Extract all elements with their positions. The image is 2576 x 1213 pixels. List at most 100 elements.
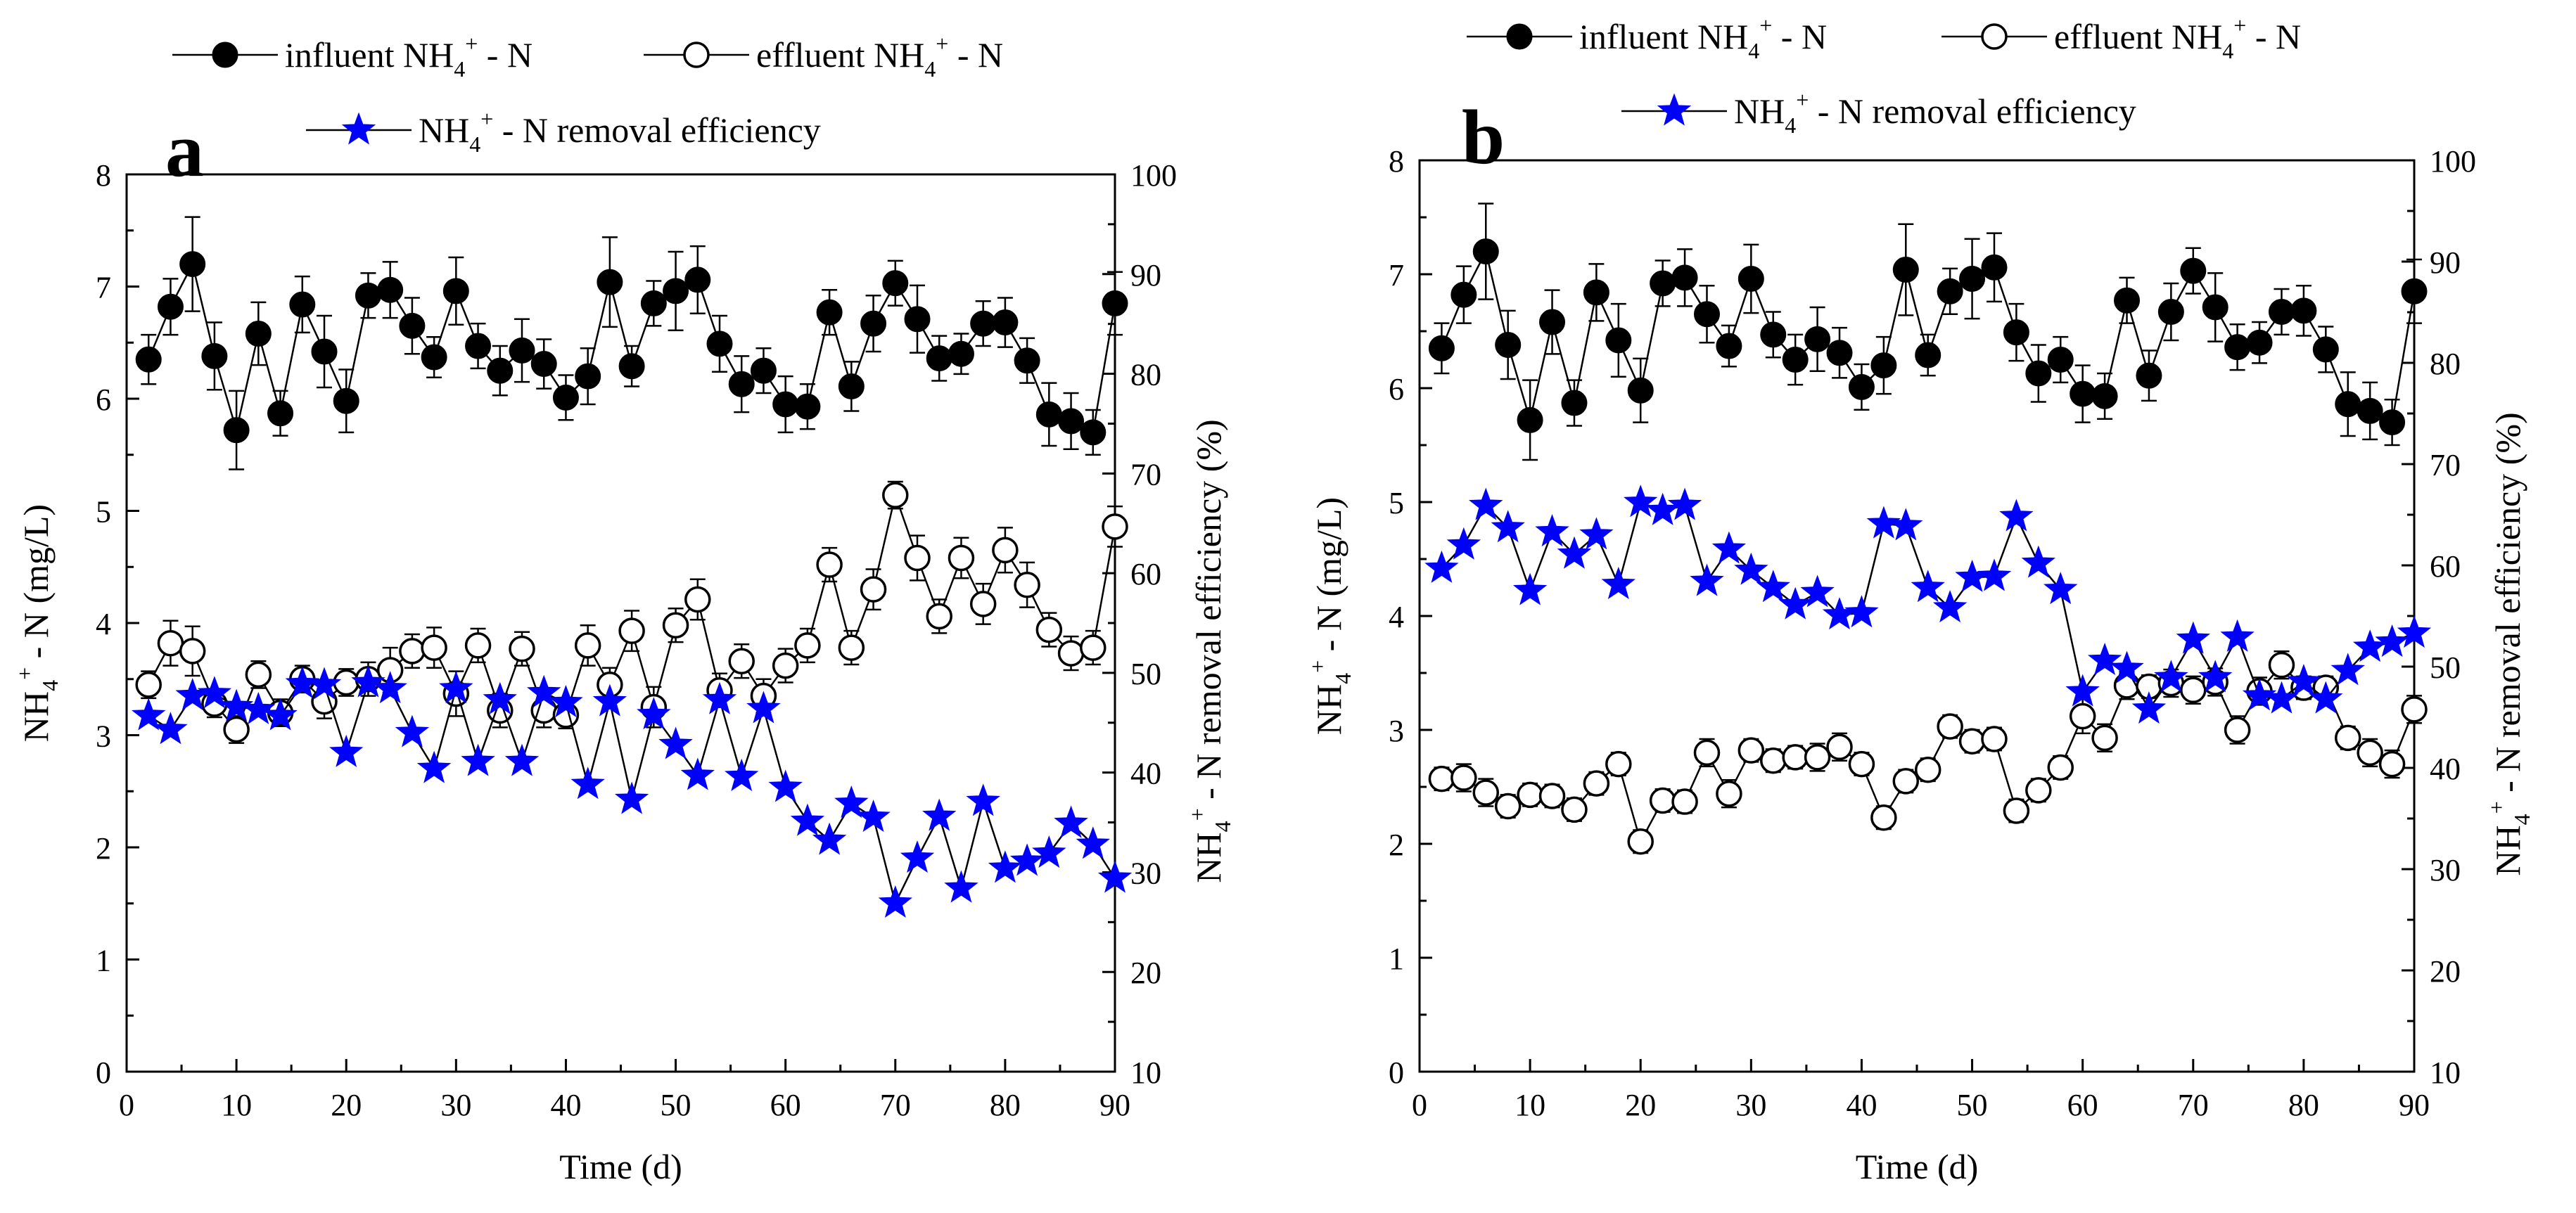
data-point bbox=[549, 684, 583, 717]
data-point bbox=[2379, 409, 2406, 436]
data-point bbox=[1892, 768, 1920, 795]
data-point bbox=[351, 665, 385, 698]
y-right-tick-label: 30 bbox=[1130, 856, 1161, 890]
series-open-circle bbox=[1428, 650, 2428, 855]
data-point bbox=[922, 798, 957, 831]
y-right-tick-label: 70 bbox=[2430, 448, 2461, 482]
data-point bbox=[1826, 733, 1853, 761]
data-point bbox=[2224, 334, 2251, 361]
data-point bbox=[1892, 257, 1919, 283]
data-point bbox=[399, 638, 426, 665]
data-point bbox=[377, 276, 404, 303]
y-left-tick-label: 3 bbox=[96, 719, 111, 754]
data-point bbox=[1014, 347, 1040, 374]
y-right-tick-label: 100 bbox=[1130, 158, 1177, 193]
data-point bbox=[772, 391, 799, 418]
y-right-tick-label: 60 bbox=[1130, 557, 1161, 591]
data-point bbox=[2330, 653, 2365, 686]
series-star bbox=[1424, 484, 2432, 724]
series-open-circle bbox=[135, 480, 1128, 744]
x-tick-label: 60 bbox=[2067, 1088, 2098, 1122]
data-point bbox=[1981, 726, 2008, 752]
data-point bbox=[1450, 281, 1477, 308]
data-point bbox=[241, 691, 276, 724]
data-point bbox=[790, 803, 825, 836]
panel-a: 0 10 20 30 40 50 60 70 80 90 0 1 2 3 4 5 6 7 8 10 20 30 40 50 60… bbox=[12, 31, 1235, 1186]
data-point bbox=[197, 676, 232, 709]
x-tick-label: 80 bbox=[2288, 1088, 2319, 1122]
data-point bbox=[1494, 792, 1522, 820]
data-point bbox=[1058, 408, 1085, 435]
data-point bbox=[856, 800, 891, 833]
data-point bbox=[179, 638, 206, 665]
legend-label-effluent: effluent NH4+ - N bbox=[756, 31, 1003, 82]
data-point bbox=[201, 342, 228, 369]
y-left-axis-title: NH4+ - N (mg/L) bbox=[12, 504, 63, 742]
data-point bbox=[2334, 724, 2361, 752]
data-point bbox=[1690, 563, 1724, 596]
data-point bbox=[2110, 650, 2144, 683]
data-point bbox=[1583, 279, 1609, 306]
x-tick-label: 30 bbox=[440, 1088, 471, 1122]
data-point bbox=[1014, 572, 1040, 598]
y-right-tick-label: 40 bbox=[2430, 752, 2461, 786]
y-left-tick-label: 4 bbox=[1389, 600, 1404, 634]
data-point bbox=[970, 310, 997, 337]
data-point bbox=[1428, 335, 1455, 361]
data-point bbox=[944, 870, 978, 903]
y-right-tick-label: 10 bbox=[1130, 1055, 1161, 1090]
data-point bbox=[1517, 781, 1543, 809]
data-point bbox=[2047, 347, 2074, 373]
data-point bbox=[1097, 860, 1133, 893]
data-point bbox=[530, 351, 557, 378]
y-right-axis-title: NH4+ - N removal efficiency (%) bbox=[2484, 412, 2534, 875]
data-point bbox=[1605, 327, 1632, 354]
data-point bbox=[2003, 319, 2029, 346]
data-point bbox=[1716, 780, 1742, 807]
legend-marker-effluent bbox=[1981, 23, 2008, 50]
data-point bbox=[483, 681, 517, 714]
data-point bbox=[1959, 265, 1986, 292]
data-point bbox=[2268, 298, 2295, 325]
data-point bbox=[153, 712, 188, 745]
data-point bbox=[1737, 265, 1764, 292]
data-point bbox=[245, 320, 272, 347]
data-point bbox=[988, 850, 1023, 883]
y-right-tick-label: 20 bbox=[2430, 954, 2461, 989]
data-point bbox=[614, 781, 649, 814]
y-left-tick-label: 7 bbox=[1389, 258, 1404, 293]
data-point bbox=[395, 714, 430, 747]
y-left-tick-label: 2 bbox=[1389, 828, 1404, 862]
data-point bbox=[2401, 696, 2428, 723]
y-left-tick-label: 2 bbox=[96, 831, 111, 866]
data-point bbox=[267, 400, 294, 427]
data-point bbox=[1848, 373, 1875, 400]
data-point bbox=[1737, 737, 1765, 764]
data-point bbox=[1080, 634, 1107, 661]
data-point bbox=[882, 482, 909, 508]
data-point bbox=[1915, 342, 1941, 368]
legend-marker-influent bbox=[1506, 23, 1533, 50]
data-point bbox=[461, 743, 495, 776]
data-point bbox=[1870, 352, 1897, 379]
data-point bbox=[263, 698, 298, 731]
data-point bbox=[2202, 294, 2229, 321]
plot-area bbox=[1424, 203, 2432, 855]
data-point bbox=[702, 681, 737, 714]
y-right-tick-label: 20 bbox=[1130, 956, 1161, 990]
x-axis-title: Time (d) bbox=[1856, 1147, 1979, 1186]
data-point bbox=[1866, 506, 1901, 539]
data-point bbox=[1605, 750, 1632, 778]
x-tick-label: 0 bbox=[1412, 1088, 1427, 1122]
data-point bbox=[1693, 301, 1720, 328]
data-point bbox=[1035, 616, 1063, 643]
data-point bbox=[1428, 765, 1455, 792]
data-point bbox=[1561, 390, 1588, 416]
data-point bbox=[2070, 380, 2096, 407]
data-point bbox=[662, 612, 689, 638]
data-point bbox=[1667, 487, 1702, 520]
data-point bbox=[1472, 238, 1499, 265]
data-point bbox=[1914, 756, 1941, 783]
panel-letter: b bbox=[1462, 94, 1505, 180]
